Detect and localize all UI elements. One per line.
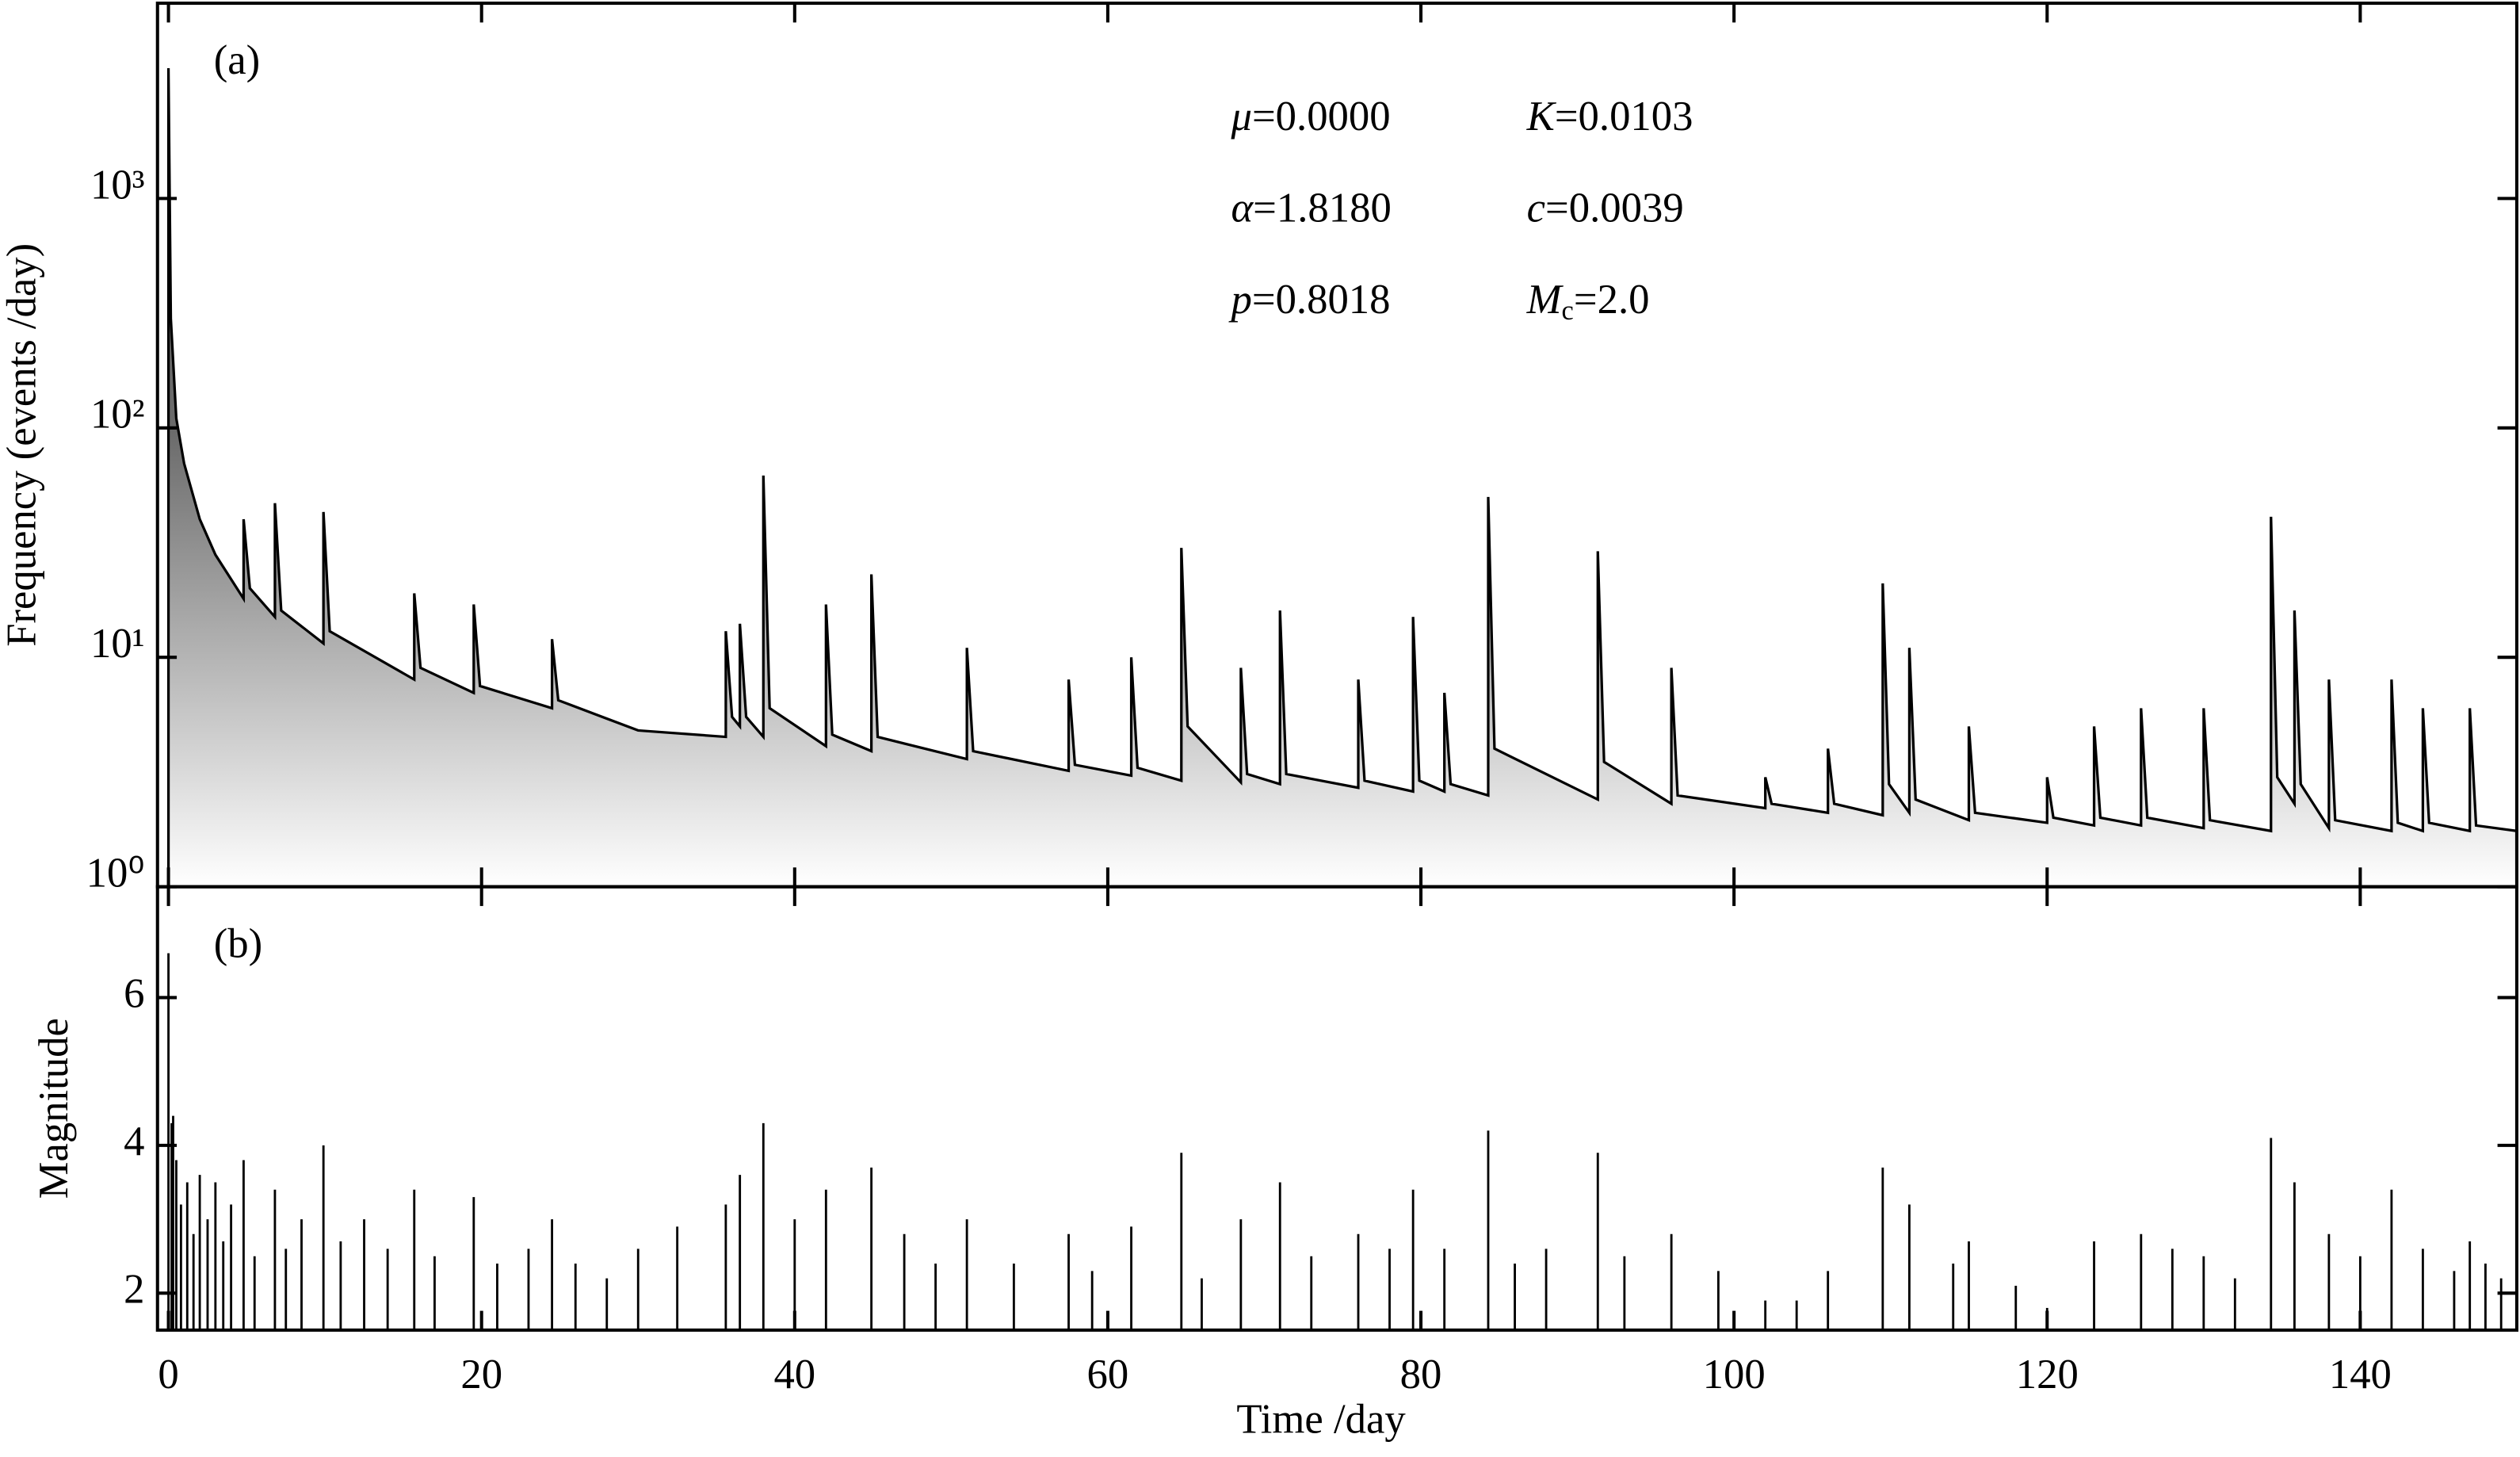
x-tick-label: 0 — [158, 1352, 178, 1398]
parameter: α=1.8180 — [1231, 185, 1391, 231]
parameter: c=0.0039 — [1527, 185, 1684, 231]
parameter-value: =0.0103 — [1555, 94, 1693, 140]
parameter-value: =0.8018 — [1252, 277, 1391, 323]
area-fill — [168, 67, 2517, 887]
y-tick-label: 6 — [124, 971, 144, 1017]
parameter: μ=0.0000 — [1230, 94, 1390, 140]
x-tick-label: 120 — [2016, 1352, 2079, 1398]
parameter-value: =0.0039 — [1545, 185, 1684, 231]
x-axis-label: Time /day — [1236, 1397, 1406, 1443]
parameter: p=0.8018 — [1228, 277, 1390, 323]
y-tick-label: 10¹ — [90, 621, 145, 667]
parameter-value: =0.0000 — [1252, 94, 1391, 140]
frequency-line — [166, 67, 2518, 887]
y-tick-label: 4 — [124, 1119, 144, 1164]
y-tick-label: 10² — [90, 392, 145, 438]
y-tick-label: 2 — [124, 1266, 144, 1312]
parameter: K=0.0103 — [1526, 94, 1693, 140]
parameter-subscript: c — [1562, 296, 1574, 326]
y-axis-label: Magnitude — [31, 1018, 77, 1199]
parameter-symbol: μ — [1230, 94, 1251, 140]
parameter: Mc=2.0 — [1526, 277, 1650, 326]
panel-label: (a) — [214, 37, 261, 83]
x-tick-label: 40 — [773, 1352, 815, 1398]
x-tick-label: 20 — [460, 1352, 502, 1398]
parameter-value: =2.0 — [1574, 277, 1650, 323]
panel-label: (b) — [214, 921, 262, 967]
x-tick-label: 100 — [1703, 1352, 1766, 1398]
parameter-symbol: M — [1526, 277, 1564, 323]
parameter-symbol: K — [1526, 94, 1557, 140]
y-tick-label: 10³ — [90, 162, 145, 208]
parameter-value: =1.8180 — [1253, 185, 1392, 231]
y-tick-label: 10⁰ — [86, 851, 145, 897]
y-axis-label: Frequency (events /day) — [0, 243, 45, 647]
parameter-symbol: c — [1527, 185, 1545, 231]
x-tick-label: 60 — [1087, 1352, 1129, 1398]
panel-frame — [155, 885, 2518, 1332]
x-tick-label: 80 — [1400, 1352, 1442, 1398]
x-tick-label: 140 — [2329, 1352, 2392, 1398]
parameter-symbol: p — [1228, 277, 1251, 323]
parameter-symbol: α — [1231, 185, 1254, 231]
